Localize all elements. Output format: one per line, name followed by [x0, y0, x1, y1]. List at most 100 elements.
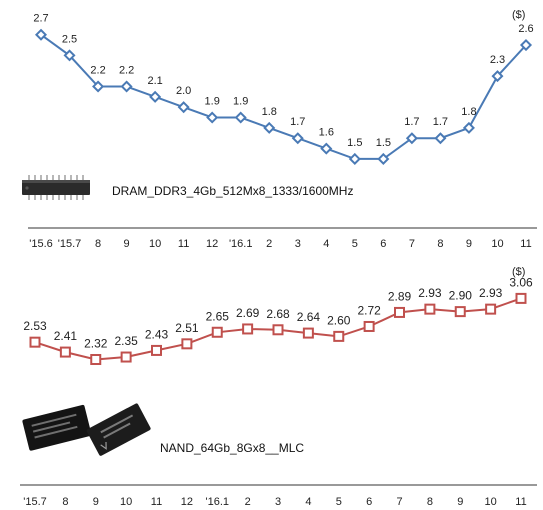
- dram-x-tick-label: 6: [380, 238, 386, 250]
- nand-x-tick-label: 9: [457, 496, 463, 508]
- nand-data-label: 2.72: [357, 303, 381, 317]
- dram-point: [377, 152, 390, 165]
- dram-x-tick-label: 4: [323, 238, 329, 250]
- nand-caption: NAND_64Gb_8Gx8__MLC: [160, 441, 304, 455]
- dram-data-label: 2.5: [62, 33, 77, 45]
- nand-data-label: 2.90: [449, 289, 473, 303]
- nand-point: [151, 344, 162, 356]
- dram-point: [120, 80, 133, 93]
- dram-data-label: 2.0: [176, 85, 191, 97]
- nand-point: [211, 326, 223, 338]
- nand-point: [272, 324, 284, 336]
- dram-point: [149, 90, 162, 103]
- dram-data-label: 1.7: [433, 116, 448, 128]
- dram-markers: [34, 28, 533, 165]
- dram-point: [263, 121, 276, 134]
- nand-data-label: 2.41: [54, 329, 78, 343]
- nand-markers: [29, 292, 527, 366]
- dram-x-tick-label: 8: [437, 238, 443, 250]
- dram-chip-icon: [22, 175, 90, 200]
- nand-point: [29, 336, 41, 348]
- dram-point: [491, 70, 504, 83]
- dram-caption: DRAM_DDR3_4Gb_512Mx8_1333/1600MHz: [112, 184, 353, 198]
- nand-point: [333, 330, 345, 342]
- nand-point: [120, 351, 132, 363]
- nand-point: [485, 303, 497, 315]
- nand-x-tick-label: 5: [336, 496, 342, 508]
- dram-point: [405, 132, 418, 145]
- dram-point: [291, 132, 304, 145]
- nand-x-tick-label: 12: [181, 496, 193, 508]
- nand-x-tick-label: 8: [62, 496, 68, 508]
- nand-chart: ($) '15.7 8 9 10 11 12'16.1 2 3 4 5 6 7 8 9 10 11 2.532…: [20, 266, 537, 508]
- dram-point: [234, 111, 247, 124]
- dram-x-tick-label: 12: [206, 238, 218, 250]
- dram-data-label: 2.2: [90, 64, 105, 76]
- dram-data-label: 2.1: [147, 75, 162, 87]
- dram-x-tick-label: 10: [149, 238, 161, 250]
- nand-data-label: 2.43: [145, 327, 169, 341]
- dram-data-label: 1.6: [319, 127, 334, 139]
- nand-data-label: 3.06: [509, 275, 533, 289]
- dram-x-tick-label: 11: [520, 238, 531, 250]
- nand-point: [242, 323, 254, 335]
- nand-x-tick-label: '15.7: [23, 496, 47, 508]
- nand-point: [302, 327, 314, 339]
- nand-data-label: 2.60: [327, 313, 351, 327]
- nand-x-tick-label: 6: [366, 496, 372, 508]
- nand-data-label: 2.32: [84, 337, 108, 351]
- nand-point: [181, 338, 193, 350]
- nand-point: [59, 346, 71, 358]
- dram-data-label: 2.6: [518, 23, 533, 35]
- dram-point: [462, 121, 475, 134]
- nand-x-tick-label: 10: [485, 496, 497, 508]
- nand-data-label: 2.65: [206, 309, 230, 323]
- nand-data-label: 2.68: [266, 307, 290, 321]
- nand-point: [424, 303, 436, 315]
- nand-x-tick-label: '16.1: [205, 496, 229, 508]
- nand-chip-icon: [22, 403, 151, 456]
- nand-data-label: 2.64: [297, 310, 321, 324]
- nand-data-label: 2.93: [479, 286, 503, 300]
- dram-data-label: 1.8: [461, 106, 476, 118]
- dram-series-line: [40, 33, 527, 160]
- dram-data-label: 1.9: [233, 96, 248, 108]
- nand-x-tick-label: 4: [305, 496, 311, 508]
- dram-x-tick-label: '16.1: [229, 238, 253, 250]
- nand-x-tick-label: 2: [245, 496, 251, 508]
- nand-data-label: 2.51: [175, 321, 199, 335]
- dram-point: [206, 111, 219, 124]
- dram-chart: ($) '15.6'15.7 8 9 10 11 12'16.1 2 3 4 5 6 7 8 9 10 11 …: [22, 9, 537, 250]
- dram-data-labels: 2.7 2.5 2.2 2.2 2.1 2.0 1.9 1.9 1.8 1.7 1.6 1.5 1.5 1…: [33, 13, 533, 149]
- dram-x-tick-label: 3: [295, 238, 301, 250]
- nand-x-tick-label: 11: [515, 496, 526, 508]
- nand-point: [515, 292, 527, 304]
- nand-x-tick-label: 7: [396, 496, 402, 508]
- dram-data-label: 2.2: [119, 64, 134, 76]
- nand-data-label: 2.53: [23, 319, 47, 333]
- dram-x-ticks: '15.6 '15.7 8 9 10 11 12 '16.1 2 3 4 5 6 7 8 9 10 11: [29, 238, 531, 250]
- dram-x-tick-label: 8: [95, 238, 101, 250]
- dram-data-label: 1.7: [290, 116, 305, 128]
- nand-x-tick-label: 9: [93, 496, 99, 508]
- dram-data-label: 2.3: [490, 54, 505, 66]
- nand-x-tick-label: 11: [151, 496, 162, 508]
- nand-data-label: 2.69: [236, 306, 260, 320]
- nand-point: [363, 320, 375, 332]
- dram-x-tick-label: '15.7: [58, 238, 82, 250]
- dram-x-tick-label: 11: [178, 238, 189, 250]
- nand-point: [394, 306, 405, 318]
- dram-point: [320, 142, 333, 155]
- dram-point: [92, 80, 105, 93]
- nand-unit-label: ($): [512, 266, 525, 278]
- dram-point: [34, 28, 48, 41]
- dram-data-label: 2.7: [33, 13, 48, 25]
- dram-data-label: 1.7: [404, 116, 419, 128]
- dram-point: [348, 152, 361, 165]
- dram-data-label: 1.9: [205, 96, 220, 108]
- nand-x-tick-label: 8: [427, 496, 433, 508]
- dram-x-tick-label: 7: [409, 238, 415, 250]
- nand-point: [90, 354, 102, 366]
- dram-point: [63, 49, 76, 62]
